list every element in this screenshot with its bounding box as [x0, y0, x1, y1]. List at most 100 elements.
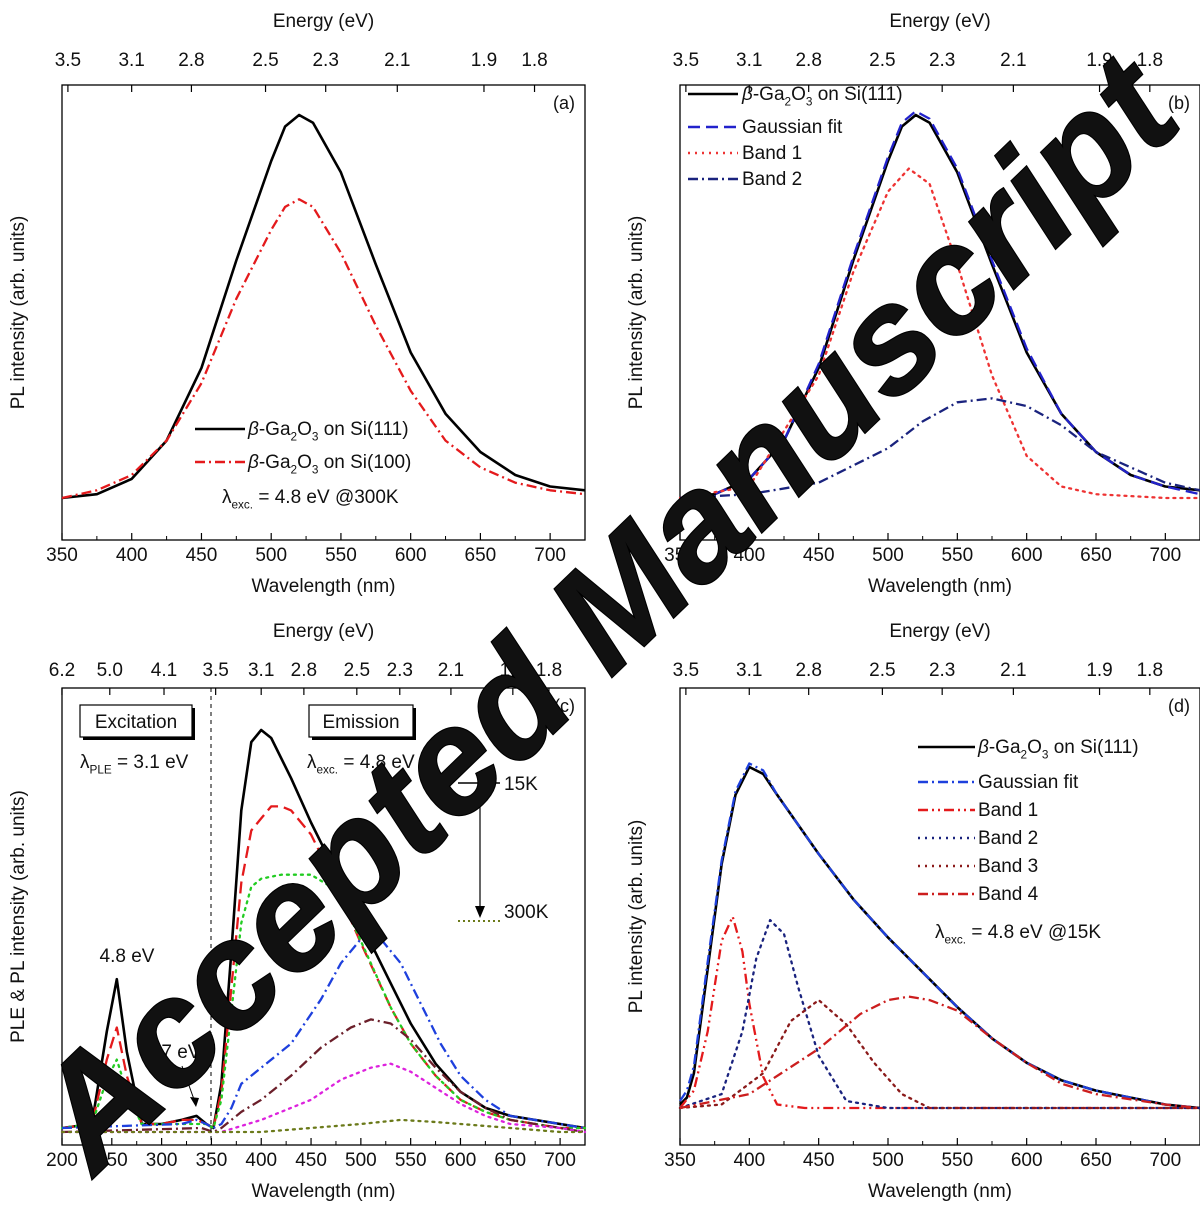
series-line-6	[679, 995, 1200, 1110]
top-tick-label: 2.5	[344, 660, 370, 681]
panel-label: (c)	[554, 696, 575, 716]
x-tick-label: 200	[46, 1150, 78, 1171]
legend: β-Ga2O3 on Si(111) Gaussian fit Band 1 Band…	[688, 84, 903, 190]
chart-panel-d: 350 400 450 500 550 600 650 700 3.5 3.1 2.8 2.5 2.3 2…	[626, 621, 1200, 1202]
legend-label: Band 2	[978, 828, 1038, 849]
top-tick-label: 6.2	[49, 660, 75, 681]
peak-label-48ev: 4.8 eV	[100, 946, 155, 967]
x-tick-label: 550	[325, 545, 357, 566]
top-tick-label: 2.1	[384, 50, 410, 71]
y-axis-label: PL intensity (arb. units)	[626, 820, 647, 1014]
series-line-1	[61, 728, 586, 1130]
x-tick-label: 450	[803, 1150, 835, 1171]
x-tick-label: 350	[46, 545, 78, 566]
top-tick-label: 3.5	[673, 660, 699, 681]
top-tick-label: 2.8	[291, 660, 317, 681]
x-tick-label: 400	[245, 1150, 277, 1171]
series-line-3	[60, 873, 587, 1130]
series-line-6	[60, 1062, 587, 1134]
watermark: Accepted Manuscript	[0, 20, 1200, 1204]
legend: β-Ga2O3 on Si(111) Gaussian fit Band 1 Band…	[918, 737, 1139, 905]
x-tick-label: 500	[872, 1150, 904, 1171]
y-axis-label: PLE & PL intensity (arb. units)	[8, 790, 29, 1043]
series-line-2	[679, 762, 1200, 1110]
panel-label: (b)	[1168, 93, 1190, 113]
top-tick-label: 2.5	[869, 50, 895, 71]
x-tick-label: 250	[96, 1150, 128, 1171]
x-tick-label: 700	[1149, 545, 1181, 566]
top-tick-label: 3.1	[118, 50, 144, 71]
annotation-exc: λexc. = 4.8 eV	[307, 752, 415, 777]
series-line-3	[679, 915, 1200, 1110]
top-tick-label: 3.1	[736, 50, 762, 71]
x-tick-label: 400	[116, 545, 148, 566]
series-line-1	[61, 113, 586, 500]
y-axis-label: PL intensity (arb. units)	[8, 216, 29, 410]
annotation-ple: λPLE = 3.1 eV	[80, 752, 189, 777]
top-tick-label: 1.9	[471, 50, 497, 71]
excitation-box	[79, 704, 193, 738]
x-tick-label: 700	[534, 545, 566, 566]
x-tick-label: 550	[941, 1150, 973, 1171]
series-line-4	[678, 918, 1200, 1110]
temp-label-300k: 300K	[504, 902, 549, 923]
x-tick-label: 350	[664, 545, 696, 566]
x-tick-label: 650	[1080, 545, 1112, 566]
legend-label: β-Ga2O3 on Si(111)	[247, 419, 409, 444]
top-tick-label: 1.8	[536, 660, 562, 681]
x-tick-label: 500	[872, 545, 904, 566]
series-line-3	[678, 167, 1200, 500]
top-tick-label: 2.3	[387, 660, 413, 681]
top-tick-label: 2.3	[929, 660, 955, 681]
x-tick-label: 400	[733, 1150, 765, 1171]
series-line-2	[61, 198, 586, 500]
x-tick-label: 600	[395, 545, 427, 566]
top-tick-label: 3.1	[248, 660, 274, 681]
x-tick-label: 600	[1011, 545, 1043, 566]
top-tick-label: 2.5	[252, 50, 278, 71]
x-tick-label: 700	[1149, 1150, 1181, 1171]
plot-frame	[679, 687, 1200, 1146]
x-tick-label: 450	[295, 1150, 327, 1171]
top-tick-label: 1.9	[1086, 50, 1112, 71]
top-tick-label: 2.1	[1000, 50, 1026, 71]
top-tick-label: 2.8	[795, 50, 821, 71]
series-line-2	[61, 805, 585, 1130]
legend-label: Band 2	[742, 169, 802, 190]
x-tick-label: 550	[941, 545, 973, 566]
peak-label-37ev: 3.7 eV	[146, 1042, 201, 1063]
top-tick-label: 2.5	[869, 660, 895, 681]
annotation-excitation: λexc. = 4.8 eV @15K	[935, 922, 1101, 947]
top-tick-label: 2.8	[178, 50, 204, 71]
legend-label: Band 1	[742, 143, 802, 164]
panel-label: (d)	[1168, 696, 1190, 716]
top-tick-label: 1.9	[500, 660, 526, 681]
chart-panel-c: 200 250 300 350 400 450 500 550 600 650 700 6.2 5.0 4…	[8, 621, 587, 1202]
plot-frame	[679, 84, 1200, 541]
series-line-2	[679, 110, 1200, 500]
panel-label: (a)	[553, 93, 575, 113]
plot-frame	[61, 687, 586, 1146]
x-axis-label: Wavelength (nm)	[868, 1181, 1012, 1202]
top-tick-label: 1.9	[1086, 660, 1112, 681]
annotation-excitation: λexc. = 4.8 eV @300K	[222, 487, 399, 512]
x-tick-label: 650	[465, 545, 497, 566]
top-tick-label: 2.3	[929, 50, 955, 71]
top-axis-label: Energy (eV)	[273, 11, 374, 32]
top-tick-label: 1.8	[1137, 50, 1163, 71]
x-tick-label: 350	[664, 1150, 696, 1171]
legend-label: Gaussian fit	[742, 117, 843, 138]
top-tick-label: 3.5	[55, 50, 81, 71]
top-axis-label: Energy (eV)	[889, 621, 990, 642]
plot-frame	[61, 84, 586, 541]
legend-label: β-Ga2O3 on Si(100)	[247, 452, 411, 477]
peak-arrowhead	[190, 1097, 199, 1107]
x-tick-label: 700	[544, 1150, 576, 1171]
x-tick-label: 400	[733, 545, 765, 566]
top-axis-label: Energy (eV)	[273, 621, 374, 642]
chart-panel-a: 350 400 450 500 550 600 650 700 3.5 3.1 2.8 2.5 2.3 2…	[8, 11, 586, 597]
top-tick-label: 1.8	[1137, 660, 1163, 681]
top-tick-label: 3.1	[736, 660, 762, 681]
emission-box	[308, 704, 414, 738]
